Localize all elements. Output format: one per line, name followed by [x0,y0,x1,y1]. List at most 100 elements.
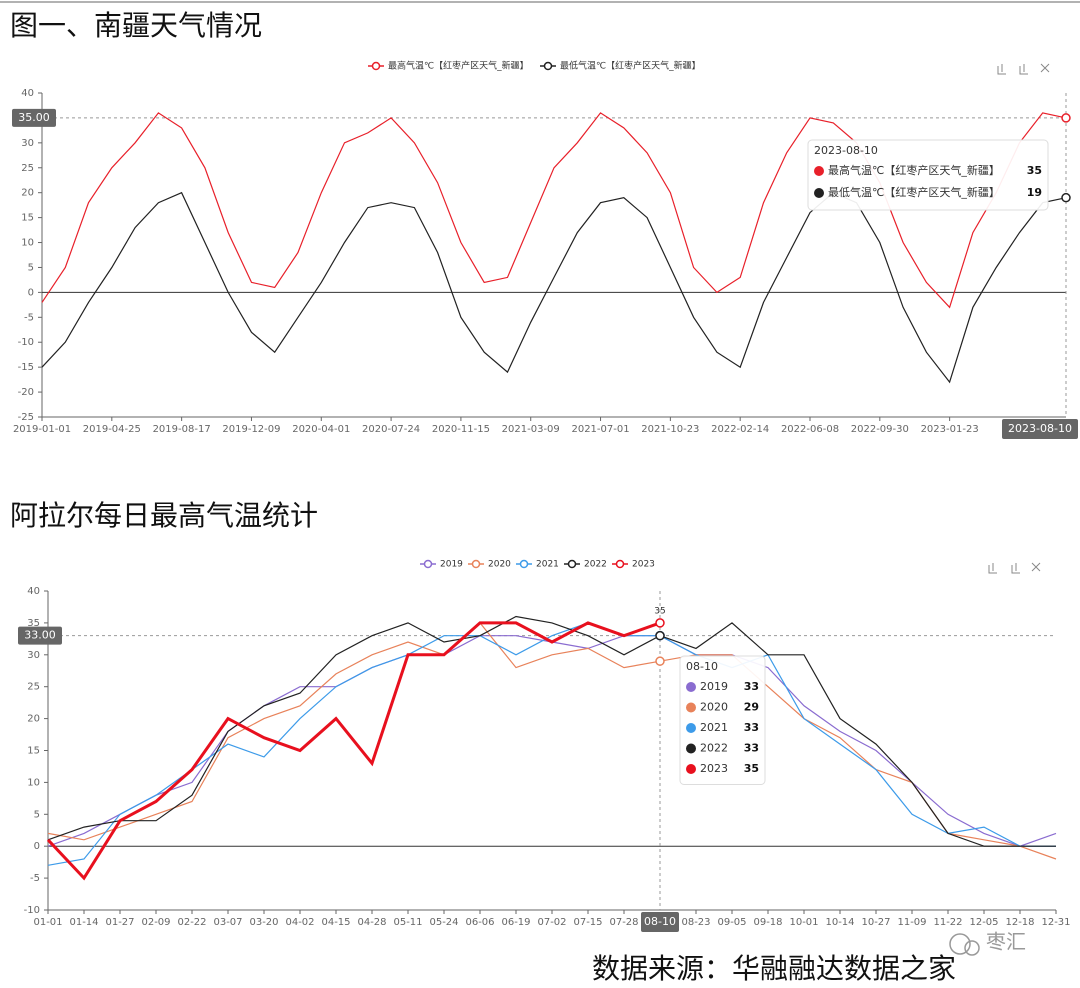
y-tick-label: 10 [21,238,34,249]
tooltip-value: 29 [744,701,759,714]
x-tick-label: 2021-03-09 [502,424,560,435]
series-line [41,191,1067,384]
x-tick-label: 03-20 [249,917,278,928]
x-tick-label: 02-09 [141,917,170,928]
series-line [47,635,1057,847]
y-tick-label: 0 [28,287,34,298]
x-tick-label: 12-31 [1041,917,1070,928]
y-tick-label: -5 [30,873,40,884]
y-tick-label: -5 [24,312,34,323]
tooltip-value: 33 [744,721,759,734]
legend-label: 2023 [632,560,655,570]
tooltip-dot [686,764,696,774]
legend-marker [567,559,577,569]
pointer-label-bg [641,912,679,932]
x-tick-label: 2021-07-01 [571,424,629,435]
y-tick-label: 30 [27,650,40,661]
tooltip-dot [686,743,696,754]
x-tick-label: 2019-08-17 [153,424,211,435]
tooltip-title: 08-10 [686,660,718,673]
data-label: 35 [654,606,665,616]
y-tick-label: 25 [21,163,34,174]
point-marker [1061,192,1071,203]
y-tick-label: 35 [27,618,40,629]
x-tick-label: 10-27 [861,917,890,928]
y-tick-label: 15 [27,746,40,757]
pointer-label-bg [18,626,62,645]
y-tick-label: -20 [18,387,34,398]
pointer-label: 08-10 [644,915,676,928]
series-line [41,112,1067,309]
y-tick-label: 0 [34,841,40,852]
x-tick-label: 06-06 [465,917,494,928]
legend-label: 最低气温℃【红枣产区天气_新疆】 [560,60,701,72]
tooltip-name: 最低气温℃【红枣产区天气_新疆】 [828,185,1000,199]
x-tick-label: 2020-07-24 [362,424,420,435]
legend-label: 2019 [440,560,463,570]
x-tick-label: 12-05 [969,917,998,928]
point-marker [655,618,665,628]
tooltip-name: 2020 [700,701,728,714]
x-tick-label: 2020-04-01 [292,424,350,435]
tooltip-name: 2021 [700,721,728,734]
y-tick-label: -10 [18,337,34,348]
source: 数据来源：华融融达数据之家 [592,952,956,985]
y-tick-label: 20 [21,188,34,199]
x-tick-label: 11-09 [897,917,926,928]
y-tick-label: -15 [18,362,34,373]
tooltip-value: 35 [744,762,759,775]
x-tick-label: 2022-06-08 [781,424,839,435]
x-tick-label: 08-23 [681,917,710,928]
tooltip-dot [686,723,696,733]
legend-marker [371,61,381,71]
pointer-label: 35.00 [18,111,50,124]
point-marker [1061,113,1071,123]
x-tick-label: 01-01 [33,917,62,928]
watermark: 枣汇 [986,930,1026,954]
y-tick-label: 5 [34,809,40,820]
x-tick-label: 02-22 [177,917,206,928]
point-marker [655,630,665,641]
legend-marker [615,559,625,569]
legend-label: 最高气温℃【红枣产区天气_新疆】 [388,60,529,72]
y-tick-label: 20 [27,714,40,725]
x-tick-label: 12-18 [1005,917,1034,928]
legend-label: 2022 [584,560,607,570]
x-tick-label: 2023-01-23 [921,424,979,435]
tooltip-name: 2019 [700,680,728,693]
y-tick-label: 30 [21,138,34,149]
tooltip-name: 2022 [700,742,728,755]
y-tick-label: 15 [21,213,34,224]
y-tick-label: -10 [24,905,40,916]
tooltip-dot [814,166,824,176]
x-tick-label: 2019-12-09 [222,424,280,435]
legend-label: 2021 [536,560,559,570]
x-tick-label: 05-24 [429,917,458,928]
tooltip-dot [814,188,824,198]
legend-marker [519,559,529,569]
x-tick-label: 05-11 [393,917,422,928]
x-tick-label: 11-22 [933,917,962,928]
y-tick-label: 40 [21,88,34,99]
y-tick-label: 25 [27,682,40,693]
x-tick-label: 07-02 [537,917,566,928]
series-line [47,622,1056,866]
tooltip-name: 最高气温℃【红枣产区天气_新疆】 [828,163,1000,177]
pointer-label: 33.00 [24,629,56,642]
x-tick-label: 09-05 [717,917,746,928]
y-tick-label: 40 [27,586,40,597]
y-tick-label: -25 [18,412,34,423]
x-tick-label: 01-14 [69,917,98,928]
x-tick-label: 2019-04-25 [83,424,141,435]
series-line [46,621,661,881]
x-tick-label: 2019-01-01 [13,424,71,435]
tooltip-dot [686,682,696,692]
pointer-label-bg [1002,419,1078,439]
y-tick-label: 10 [27,777,40,788]
x-tick-label: 06-19 [501,917,530,928]
legend-marker [423,559,433,569]
x-tick-label: 2020-11-15 [432,424,490,435]
x-tick-label: 03-07 [213,917,242,928]
tooltip-value: 33 [744,680,759,693]
